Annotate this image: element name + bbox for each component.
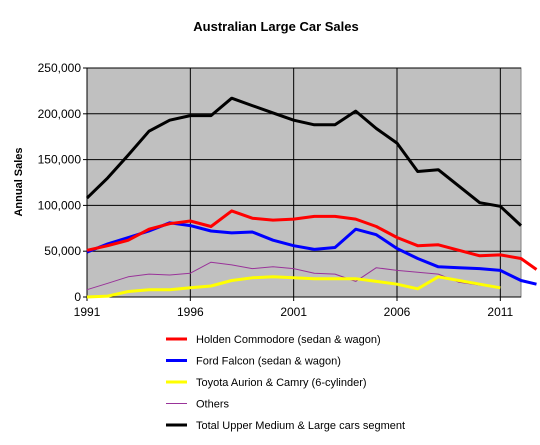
y-tick-label: 250,000	[38, 61, 82, 75]
series-line-toyota-aurion-camry-6-cylinder	[86, 275, 501, 299]
x-tick-label: 2001	[280, 305, 307, 319]
series-lines	[85, 96, 538, 299]
legend-label: Holden Commodore (sedan & wagon)	[196, 334, 381, 346]
series-line-others	[86, 261, 501, 291]
x-tick-label: 1991	[74, 305, 101, 319]
x-axis: 1991 1996 2001 2006 2011	[74, 296, 521, 319]
x-tick-label: 1996	[177, 305, 204, 319]
x-tick-label: 2011	[487, 305, 513, 319]
y-tick-label: 50,000	[44, 244, 81, 258]
y-axis-label: Annual Sales	[13, 147, 25, 216]
legend-label: Others	[196, 399, 230, 411]
y-tick-label: 150,000	[38, 153, 82, 167]
legend: Holden Commodore (sedan & wagon) Ford Fal…	[166, 334, 405, 432]
x-tick-label: 2006	[384, 305, 411, 319]
y-tick-label: 200,000	[38, 107, 82, 121]
legend-label: Total Upper Medium & Large cars segment	[196, 420, 405, 432]
y-tick-label: 0	[74, 290, 81, 304]
legend-label: Ford Falcon (sedan & wagon)	[196, 356, 341, 368]
plot-area	[86, 67, 522, 298]
y-tick-label: 100,000	[38, 198, 82, 212]
legend-label: Toyota Aurion & Camry (6-cylinder)	[196, 377, 367, 389]
chart-title: Australian Large Car Sales	[193, 19, 358, 34]
y-axis: 0 50,000 100,000 150,000 200,000 250,000	[38, 61, 88, 304]
series-line-holden-commodore-sedan-wagon	[86, 209, 538, 271]
series-line-total-upper-medium-large-cars-segment	[85, 96, 523, 227]
